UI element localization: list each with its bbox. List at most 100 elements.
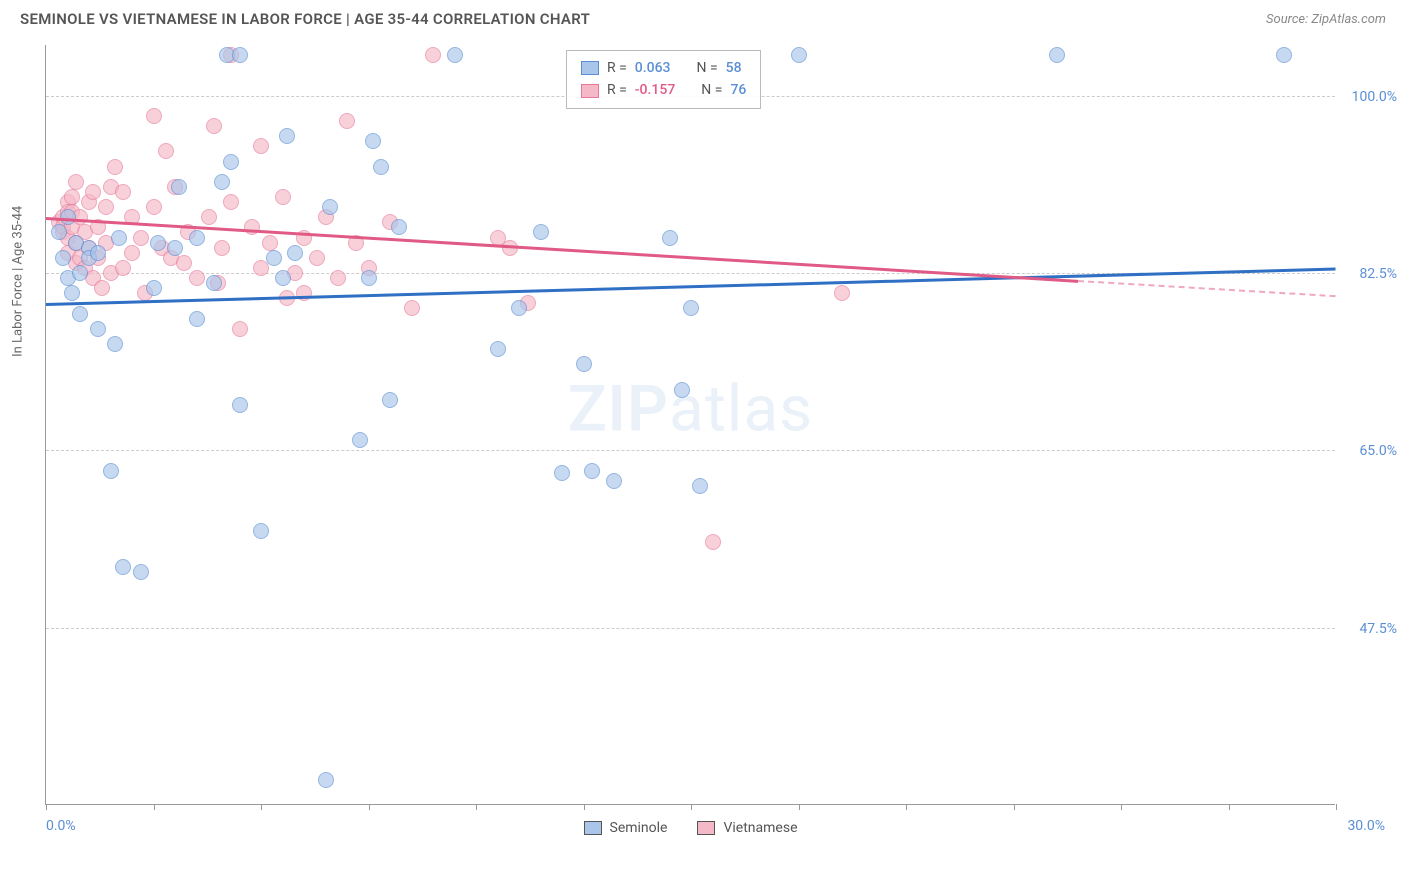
r-label: R = <box>607 57 627 79</box>
legend-item-seminole: Seminole <box>584 820 668 836</box>
scatter-point-vietnamese <box>115 260 131 276</box>
stats-row-seminole: R = 0.063 N = 58 <box>581 57 746 79</box>
scatter-point-seminole <box>279 128 295 144</box>
scatter-point-vietnamese <box>201 209 217 225</box>
scatter-point-seminole <box>111 230 127 246</box>
x-axis-min-label: 0.0% <box>46 818 76 834</box>
scatter-point-vietnamese <box>124 245 140 261</box>
x-tick <box>1229 804 1230 810</box>
scatter-point-seminole <box>662 230 678 246</box>
legend-swatch-blue-icon <box>584 821 602 835</box>
legend-item-vietnamese: Vietnamese <box>697 820 797 836</box>
scatter-point-seminole <box>382 392 398 408</box>
scatter-point-vietnamese <box>94 280 110 296</box>
scatter-point-vietnamese <box>107 159 123 175</box>
r-label: R = <box>607 79 627 101</box>
y-tick-label: 47.5% <box>1359 621 1397 637</box>
y-tick-label: 100.0% <box>1352 89 1397 105</box>
y-tick-label: 82.5% <box>1359 266 1397 282</box>
scatter-point-seminole <box>318 772 334 788</box>
scatter-point-seminole <box>64 285 80 301</box>
scatter-point-seminole <box>214 174 230 190</box>
scatter-point-vietnamese <box>339 113 355 129</box>
scatter-point-vietnamese <box>146 108 162 124</box>
scatter-point-vietnamese <box>262 235 278 251</box>
scatter-point-vietnamese <box>705 534 721 550</box>
source-attribution: Source: ZipAtlas.com <box>1266 12 1386 27</box>
scatter-point-seminole <box>266 250 282 266</box>
correlation-stats-box: R = 0.063 N = 58 R = -0.157 N = 76 <box>566 50 761 109</box>
scatter-point-seminole <box>576 356 592 372</box>
x-tick <box>476 804 477 810</box>
swatch-blue-icon <box>581 61 599 75</box>
scatter-point-vietnamese <box>176 255 192 271</box>
scatter-point-vietnamese <box>275 189 291 205</box>
scatter-point-vietnamese <box>206 118 222 134</box>
swatch-pink-icon <box>581 84 599 98</box>
chart-plot-area: In Labor Force | Age 35-44 ZIPatlas 100.… <box>45 45 1335 805</box>
x-axis-max-label: 30.0% <box>1347 818 1385 834</box>
scatter-point-vietnamese <box>253 138 269 154</box>
scatter-point-vietnamese <box>404 300 420 316</box>
scatter-point-seminole <box>391 219 407 235</box>
scatter-point-seminole <box>146 280 162 296</box>
scatter-point-seminole <box>90 245 106 261</box>
scatter-point-vietnamese <box>85 184 101 200</box>
scatter-point-seminole <box>189 230 205 246</box>
scatter-point-seminole <box>1276 47 1292 63</box>
scatter-point-seminole <box>133 564 149 580</box>
gridline: 65.0% <box>46 450 1335 451</box>
scatter-point-seminole <box>107 336 123 352</box>
scatter-point-seminole <box>373 159 389 175</box>
x-tick <box>1121 804 1122 810</box>
scatter-point-seminole <box>533 224 549 240</box>
scatter-point-seminole <box>322 199 338 215</box>
scatter-point-seminole <box>72 265 88 281</box>
legend-swatch-pink-icon <box>697 821 715 835</box>
scatter-point-seminole <box>554 465 570 481</box>
scatter-point-vietnamese <box>115 184 131 200</box>
r-value-seminole: 0.063 <box>635 57 671 79</box>
x-tick <box>1336 804 1337 810</box>
scatter-point-seminole <box>167 240 183 256</box>
scatter-point-vietnamese <box>98 199 114 215</box>
scatter-point-seminole <box>352 432 368 448</box>
scatter-point-seminole <box>791 47 807 63</box>
n-value-vietnamese: 76 <box>730 79 746 101</box>
scatter-point-seminole <box>511 300 527 316</box>
scatter-point-vietnamese <box>330 270 346 286</box>
scatter-point-seminole <box>55 250 71 266</box>
x-tick <box>691 804 692 810</box>
x-tick <box>906 804 907 810</box>
scatter-point-vietnamese <box>158 143 174 159</box>
scatter-point-seminole <box>206 275 222 291</box>
scatter-point-vietnamese <box>64 189 80 205</box>
scatter-point-vietnamese <box>834 285 850 301</box>
scatter-point-vietnamese <box>244 219 260 235</box>
y-axis-title: In Labor Force | Age 35-44 <box>11 205 26 356</box>
legend: Seminole Vietnamese <box>584 820 798 836</box>
scatter-point-seminole <box>683 300 699 316</box>
scatter-point-seminole <box>447 47 463 63</box>
scatter-point-seminole <box>692 478 708 494</box>
scatter-point-seminole <box>103 463 119 479</box>
x-tick <box>369 804 370 810</box>
chart-title: SEMINOLE VS VIETNAMESE IN LABOR FORCE | … <box>20 10 590 28</box>
scatter-point-vietnamese <box>232 321 248 337</box>
scatter-point-seminole <box>365 133 381 149</box>
scatter-point-seminole <box>606 473 622 489</box>
trend-line-vietnamese-extrapolated <box>1078 280 1336 297</box>
scatter-point-seminole <box>232 397 248 413</box>
scatter-point-seminole <box>1049 47 1065 63</box>
x-tick <box>154 804 155 810</box>
scatter-point-vietnamese <box>68 174 84 190</box>
scatter-point-seminole <box>115 559 131 575</box>
stats-row-vietnamese: R = -0.157 N = 76 <box>581 79 746 101</box>
n-label: N = <box>697 57 718 79</box>
scatter-point-seminole <box>275 270 291 286</box>
scatter-point-seminole <box>490 341 506 357</box>
legend-label-vietnamese: Vietnamese <box>723 820 797 836</box>
x-tick <box>584 804 585 810</box>
r-value-vietnamese: -0.157 <box>635 79 675 101</box>
scatter-point-seminole <box>223 154 239 170</box>
